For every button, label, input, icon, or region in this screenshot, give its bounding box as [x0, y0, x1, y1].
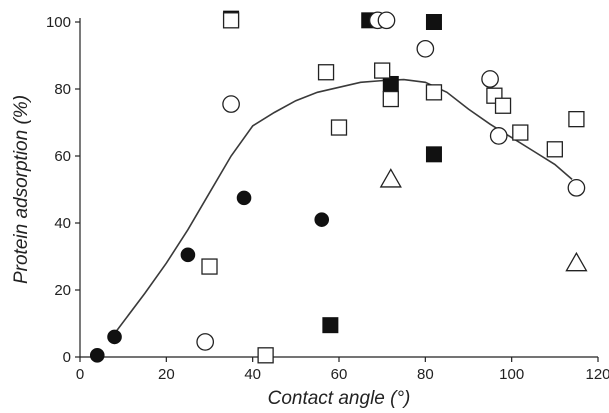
data-point-open-square — [317, 64, 335, 81]
data-point-open-square — [512, 124, 529, 141]
data-point-filled-square — [322, 317, 339, 334]
fit-curve — [113, 78, 573, 335]
axes: 0 20 40 60 80 100 120 0 20 40 60 80 100 — [46, 14, 609, 383]
x-tick-label: 60 — [331, 366, 348, 383]
data-point-open-square — [494, 97, 512, 114]
data-point-open-square — [546, 141, 563, 158]
x-axis-title: Contact angle (°) — [268, 388, 411, 409]
data-point-filled-square — [382, 75, 399, 92]
x-tick-label: 100 — [499, 366, 524, 383]
data-point-open-circle — [377, 11, 396, 30]
data-point-open-circle — [222, 95, 240, 113]
data-point-open-square — [257, 347, 274, 364]
x-tick-label: 120 — [585, 366, 609, 383]
data-point-open-triangle — [565, 251, 588, 272]
x-tick-label: 40 — [244, 366, 261, 383]
data-point-filled-circle — [180, 247, 196, 263]
data-point-open-square — [330, 119, 348, 136]
data-point-open-square — [568, 111, 585, 128]
x-tick-label: 0 — [76, 366, 84, 383]
data-point-filled-circle — [236, 190, 252, 206]
data-point-filled-circle — [89, 348, 105, 363]
y-tick-label: 40 — [54, 215, 71, 232]
data-point-filled-circle — [107, 329, 122, 345]
data-point-filled-square — [425, 14, 442, 30]
data-points-layer — [89, 10, 588, 364]
data-point-open-circle — [416, 39, 435, 58]
y-tick-label: 100 — [46, 14, 71, 31]
y-tick-label: 60 — [54, 148, 71, 165]
y-tick-label: 20 — [54, 282, 71, 299]
y-tick-label: 80 — [54, 81, 71, 98]
data-point-open-circle — [489, 127, 508, 145]
data-point-filled-square — [425, 146, 442, 163]
data-point-open-square — [374, 62, 391, 79]
x-tick-label: 20 — [158, 366, 175, 383]
x-tick-label: 80 — [417, 366, 434, 383]
data-point-open-square — [382, 90, 399, 108]
data-point-open-square — [222, 12, 240, 29]
data-point-open-circle — [567, 178, 586, 197]
y-tick-label: 0 — [63, 349, 71, 366]
data-point-open-circle — [196, 333, 215, 351]
data-point-open-triangle — [379, 168, 402, 188]
data-point-open-square — [425, 84, 443, 101]
fit-line-layer — [113, 78, 573, 335]
data-point-open-square — [201, 258, 218, 275]
data-point-filled-circle — [314, 212, 330, 227]
data-point-open-circle — [481, 70, 499, 88]
y-axis-title: Protein adsorption (%) — [11, 95, 32, 284]
